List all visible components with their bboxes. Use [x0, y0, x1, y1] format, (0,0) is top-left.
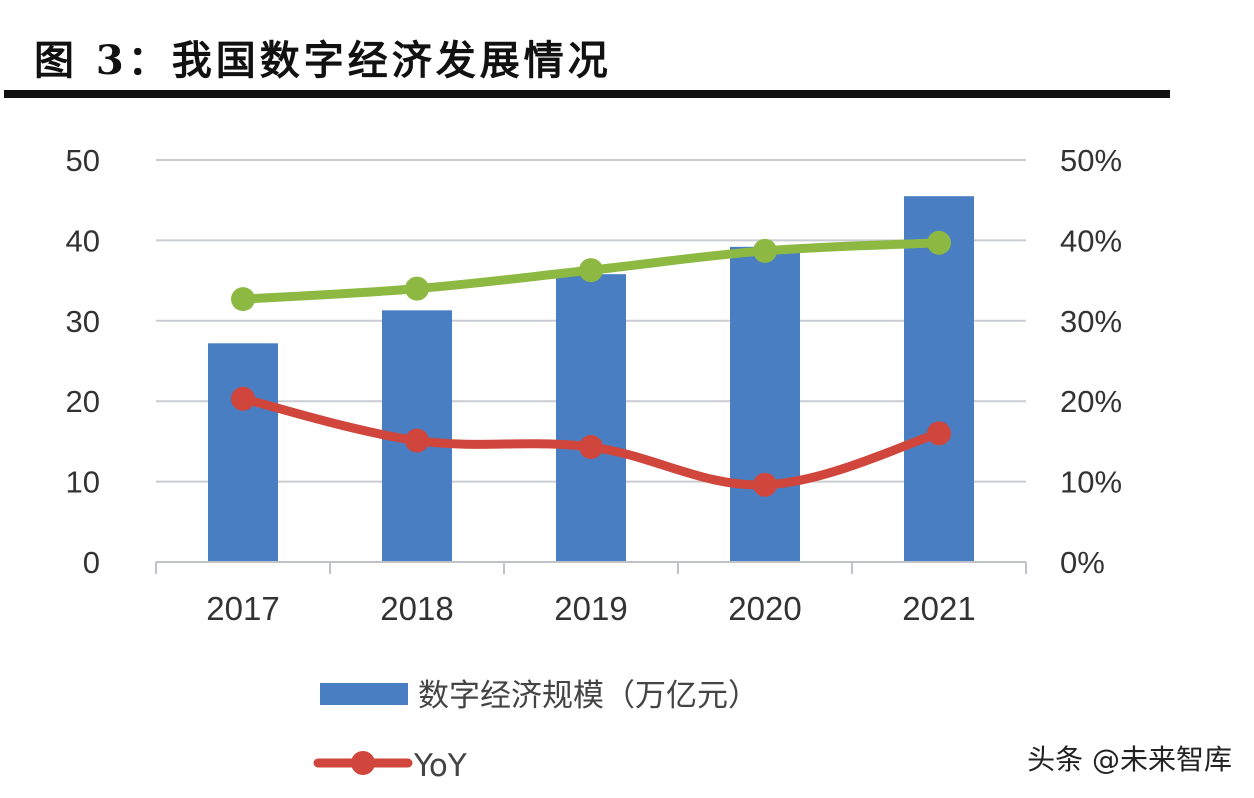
left-tick-label: 40 [66, 223, 100, 258]
data-point [753, 472, 777, 497]
legend-label-bar: 数字经济规模（万亿元） [418, 678, 759, 714]
left-tick-label: 50 [66, 143, 100, 178]
legend-swatch-bar [320, 683, 408, 705]
x-tick-label: 2019 [554, 590, 627, 627]
bar [904, 196, 974, 562]
bar [208, 343, 278, 562]
bar [556, 274, 626, 562]
legend-swatch-marker [351, 751, 375, 775]
data-point [231, 386, 255, 411]
right-tick-label: 30% [1060, 304, 1122, 339]
title-rule [4, 90, 1170, 98]
legend-label-line: YoY [413, 748, 467, 784]
left-tick-label: 10 [66, 465, 100, 500]
data-point [231, 287, 255, 312]
axes: 0 10 20 30 40 50 0% 10% 20% 30% 40% 50% 2017 2018 2019… [66, 143, 1123, 627]
lines [231, 230, 951, 497]
left-tick-label: 30 [66, 304, 100, 339]
bar [730, 246, 800, 562]
left-tick-label: 20 [66, 384, 100, 419]
data-point [927, 230, 951, 255]
data-point [927, 421, 951, 446]
right-tick-label: 20% [1060, 384, 1122, 419]
right-tick-label: 0% [1060, 545, 1105, 580]
watermark: 头条 @未来智库 [1027, 743, 1232, 776]
left-tick-label: 0 [83, 545, 100, 580]
data-point [405, 428, 429, 453]
legend: 数字经济规模（万亿元） YoY [313, 678, 759, 784]
right-tick-label: 50% [1060, 143, 1122, 178]
data-point [579, 435, 603, 460]
x-tick-label: 2017 [206, 590, 279, 627]
right-tick-label: 10% [1060, 465, 1122, 500]
data-point [753, 238, 777, 263]
bars [208, 196, 974, 562]
data-point [405, 276, 429, 301]
x-tick-label: 2018 [380, 590, 453, 627]
data-point [579, 258, 603, 283]
x-tick-label: 2021 [902, 590, 975, 627]
x-tick-label: 2020 [728, 590, 801, 627]
chart-title: 图 3：我国数字经济发展情况 [34, 37, 612, 84]
right-tick-label: 40% [1060, 223, 1122, 258]
